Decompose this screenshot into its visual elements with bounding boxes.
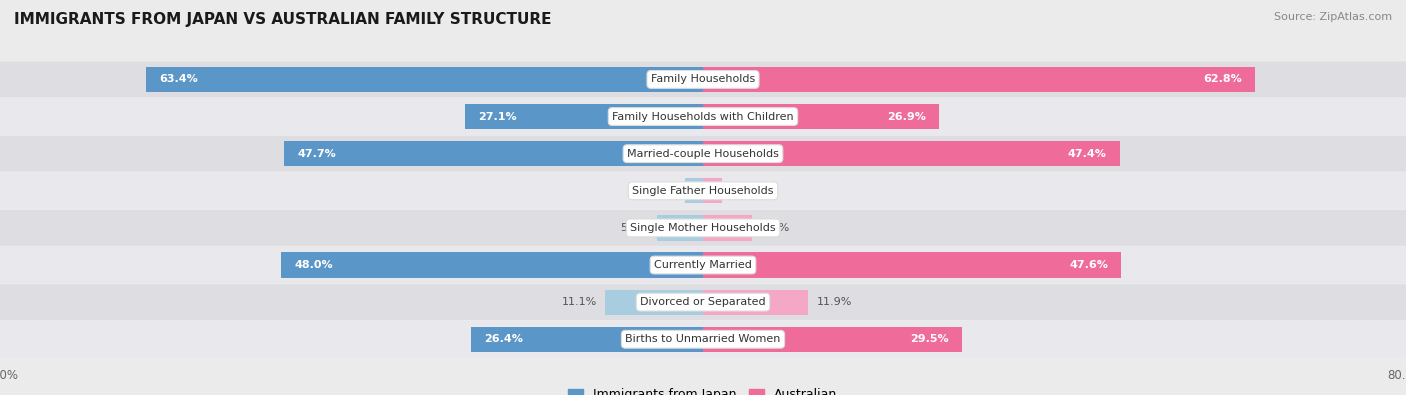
Text: 2.0%: 2.0% xyxy=(648,186,676,196)
Text: 29.5%: 29.5% xyxy=(911,334,949,344)
Bar xyxy=(703,67,1256,92)
FancyBboxPatch shape xyxy=(0,284,1406,320)
FancyBboxPatch shape xyxy=(0,210,1406,246)
Bar xyxy=(703,290,807,315)
Bar xyxy=(686,178,703,203)
Text: Currently Married: Currently Married xyxy=(654,260,752,270)
Text: Divorced or Separated: Divorced or Separated xyxy=(640,297,766,307)
Bar xyxy=(703,141,1119,166)
FancyBboxPatch shape xyxy=(0,62,1406,97)
Text: 26.9%: 26.9% xyxy=(887,111,927,122)
Legend: Immigrants from Japan, Australian: Immigrants from Japan, Australian xyxy=(564,384,842,395)
Bar xyxy=(703,104,939,129)
Bar xyxy=(606,290,703,315)
Text: 11.1%: 11.1% xyxy=(561,297,596,307)
Text: 63.4%: 63.4% xyxy=(159,74,198,85)
Text: Single Father Households: Single Father Households xyxy=(633,186,773,196)
Text: Family Households: Family Households xyxy=(651,74,755,85)
Text: Source: ZipAtlas.com: Source: ZipAtlas.com xyxy=(1274,12,1392,22)
Text: 5.2%: 5.2% xyxy=(620,223,648,233)
FancyBboxPatch shape xyxy=(0,247,1406,283)
Text: Births to Unmarried Women: Births to Unmarried Women xyxy=(626,334,780,344)
FancyBboxPatch shape xyxy=(0,136,1406,171)
Text: 62.8%: 62.8% xyxy=(1204,74,1241,85)
Text: 5.6%: 5.6% xyxy=(761,223,789,233)
Text: 47.7%: 47.7% xyxy=(297,149,336,159)
FancyBboxPatch shape xyxy=(0,173,1406,209)
Text: 26.4%: 26.4% xyxy=(484,334,523,344)
Text: 48.0%: 48.0% xyxy=(294,260,333,270)
Bar xyxy=(471,327,703,352)
Bar xyxy=(703,327,962,352)
Bar xyxy=(703,252,1122,278)
Bar xyxy=(146,67,703,92)
FancyBboxPatch shape xyxy=(0,99,1406,134)
Text: Family Households with Children: Family Households with Children xyxy=(612,111,794,122)
FancyBboxPatch shape xyxy=(0,322,1406,357)
Text: 47.4%: 47.4% xyxy=(1067,149,1107,159)
Text: 47.6%: 47.6% xyxy=(1069,260,1108,270)
Bar xyxy=(657,215,703,241)
Bar xyxy=(703,215,752,241)
Text: 11.9%: 11.9% xyxy=(817,297,852,307)
Bar xyxy=(284,141,703,166)
Text: IMMIGRANTS FROM JAPAN VS AUSTRALIAN FAMILY STRUCTURE: IMMIGRANTS FROM JAPAN VS AUSTRALIAN FAMI… xyxy=(14,12,551,27)
Bar xyxy=(465,104,703,129)
Bar xyxy=(281,252,703,278)
Bar xyxy=(703,178,723,203)
Text: Single Mother Households: Single Mother Households xyxy=(630,223,776,233)
Text: 2.2%: 2.2% xyxy=(731,186,759,196)
Text: Married-couple Households: Married-couple Households xyxy=(627,149,779,159)
Text: 27.1%: 27.1% xyxy=(478,111,516,122)
